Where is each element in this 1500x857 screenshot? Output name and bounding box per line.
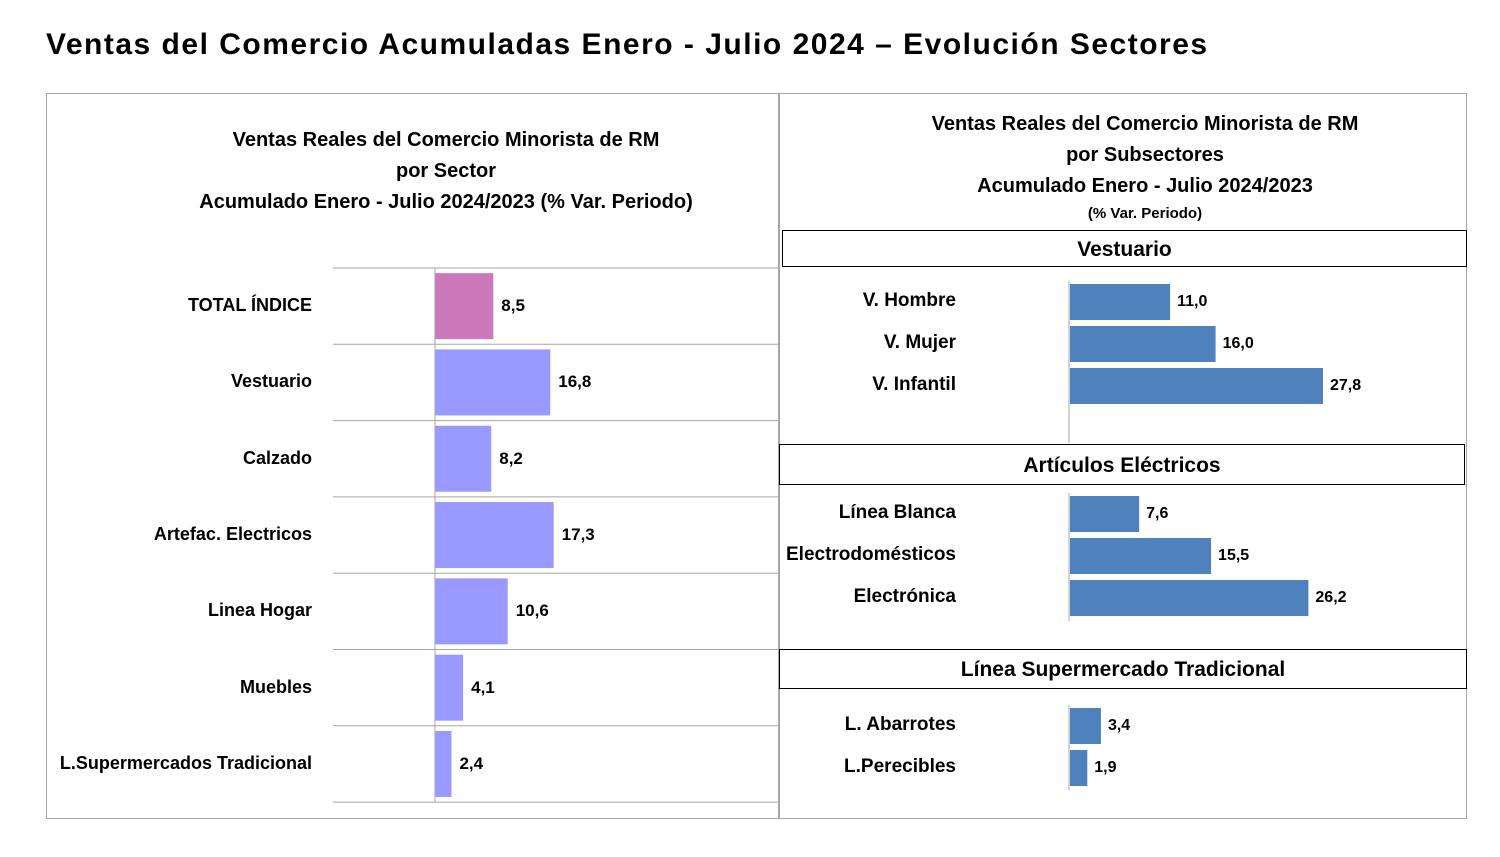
sector-bar (435, 654, 464, 721)
sector-value-label: 16,8 (558, 372, 592, 392)
sector-bar (435, 730, 452, 797)
subsector-value-label: 3,4 (1107, 717, 1131, 734)
sector-title-line-1: Ventas Reales del Comercio Minorista de … (232, 129, 660, 151)
sector-chart-panel (46, 93, 779, 819)
subsector-title-line-2: por Subsectores (1066, 144, 1224, 166)
subsector-category-label: Electrónica (853, 586, 956, 607)
subsector-category-label: Línea Blanca (838, 502, 956, 523)
sector-title-line-2: por Sector (395, 160, 497, 182)
sector-value-label: 4,1 (471, 677, 495, 697)
sector-category-label: Calzado (242, 447, 312, 468)
sector-bar (435, 349, 551, 416)
subsector-bar (1070, 708, 1101, 744)
subsector-category-label: Electrodomésticos (786, 544, 956, 565)
subsector-chart-title: Ventas Reales del Comercio Minorista de … (779, 109, 1500, 226)
subsector-bar (1070, 580, 1309, 616)
subsector-value-label: 26,2 (1315, 589, 1347, 606)
subsector-value-label: 16,0 (1222, 335, 1254, 352)
subsector-category-label: V. Hombre (862, 290, 956, 311)
subsector-value-label: 11,0 (1177, 293, 1208, 310)
sector-bar (435, 273, 494, 340)
sector-category-label: Muebles (239, 676, 312, 697)
subsector-category-label: L.Perecibles (844, 756, 956, 777)
sector-category-label: Linea Hogar (207, 600, 312, 621)
section-header-vestuario: Vestuario (782, 230, 1467, 267)
sector-category-label: TOTAL ÍNDICE (187, 295, 312, 316)
sector-value-label: 8,5 (501, 296, 525, 316)
subsector-bar (1070, 284, 1171, 320)
sector-bar (435, 425, 492, 492)
subsector-value-label: 7,6 (1146, 505, 1169, 522)
sector-bar (435, 578, 508, 645)
sector-category-label: Vestuario (230, 371, 312, 392)
page-title: Ventas del Comercio Acumuladas Enero - J… (46, 28, 1209, 61)
subsector-bar (1070, 496, 1140, 532)
section-header-supermercado: Línea Supermercado Tradicional (779, 649, 1467, 689)
subsector-title-line-1: Ventas Reales del Comercio Minorista de … (931, 113, 1359, 135)
sector-value-label: 2,4 (459, 753, 484, 773)
section-header-articulos-electricos: Artículos Eléctricos (779, 444, 1465, 485)
sector-category-label: L.Supermercados Tradicional (59, 752, 312, 773)
subsector-value-label: 27,8 (1329, 377, 1362, 394)
subsector-bar (1070, 750, 1088, 786)
sector-value-label: 17,3 (561, 525, 595, 545)
subsector-category-label: L. Abarrotes (844, 714, 956, 735)
subsector-title-note: (% Var. Periodo) (1087, 205, 1203, 222)
subsector-bar (1070, 368, 1323, 404)
subsector-bar (1070, 326, 1216, 362)
sector-bar (435, 502, 554, 569)
subsector-bar (1070, 538, 1212, 574)
sector-title-line-3: Acumulado Enero - Julio 2024/2023 (% Var… (199, 191, 693, 213)
sector-category-label: Artefac. Electricos (153, 524, 312, 545)
subsector-category-label: V. Mujer (883, 332, 956, 353)
subsector-title-line-3: Acumulado Enero - Julio 2024/2023 (977, 175, 1313, 197)
sector-value-label: 10,6 (515, 601, 549, 621)
subsector-value-label: 1,9 (1094, 759, 1117, 776)
sector-value-label: 8,2 (499, 448, 523, 468)
subsector-value-label: 15,5 (1218, 547, 1250, 564)
sector-chart-title: Ventas Reales del Comercio Minorista de … (46, 125, 846, 218)
subsector-category-label: V. Infantil (872, 374, 956, 395)
